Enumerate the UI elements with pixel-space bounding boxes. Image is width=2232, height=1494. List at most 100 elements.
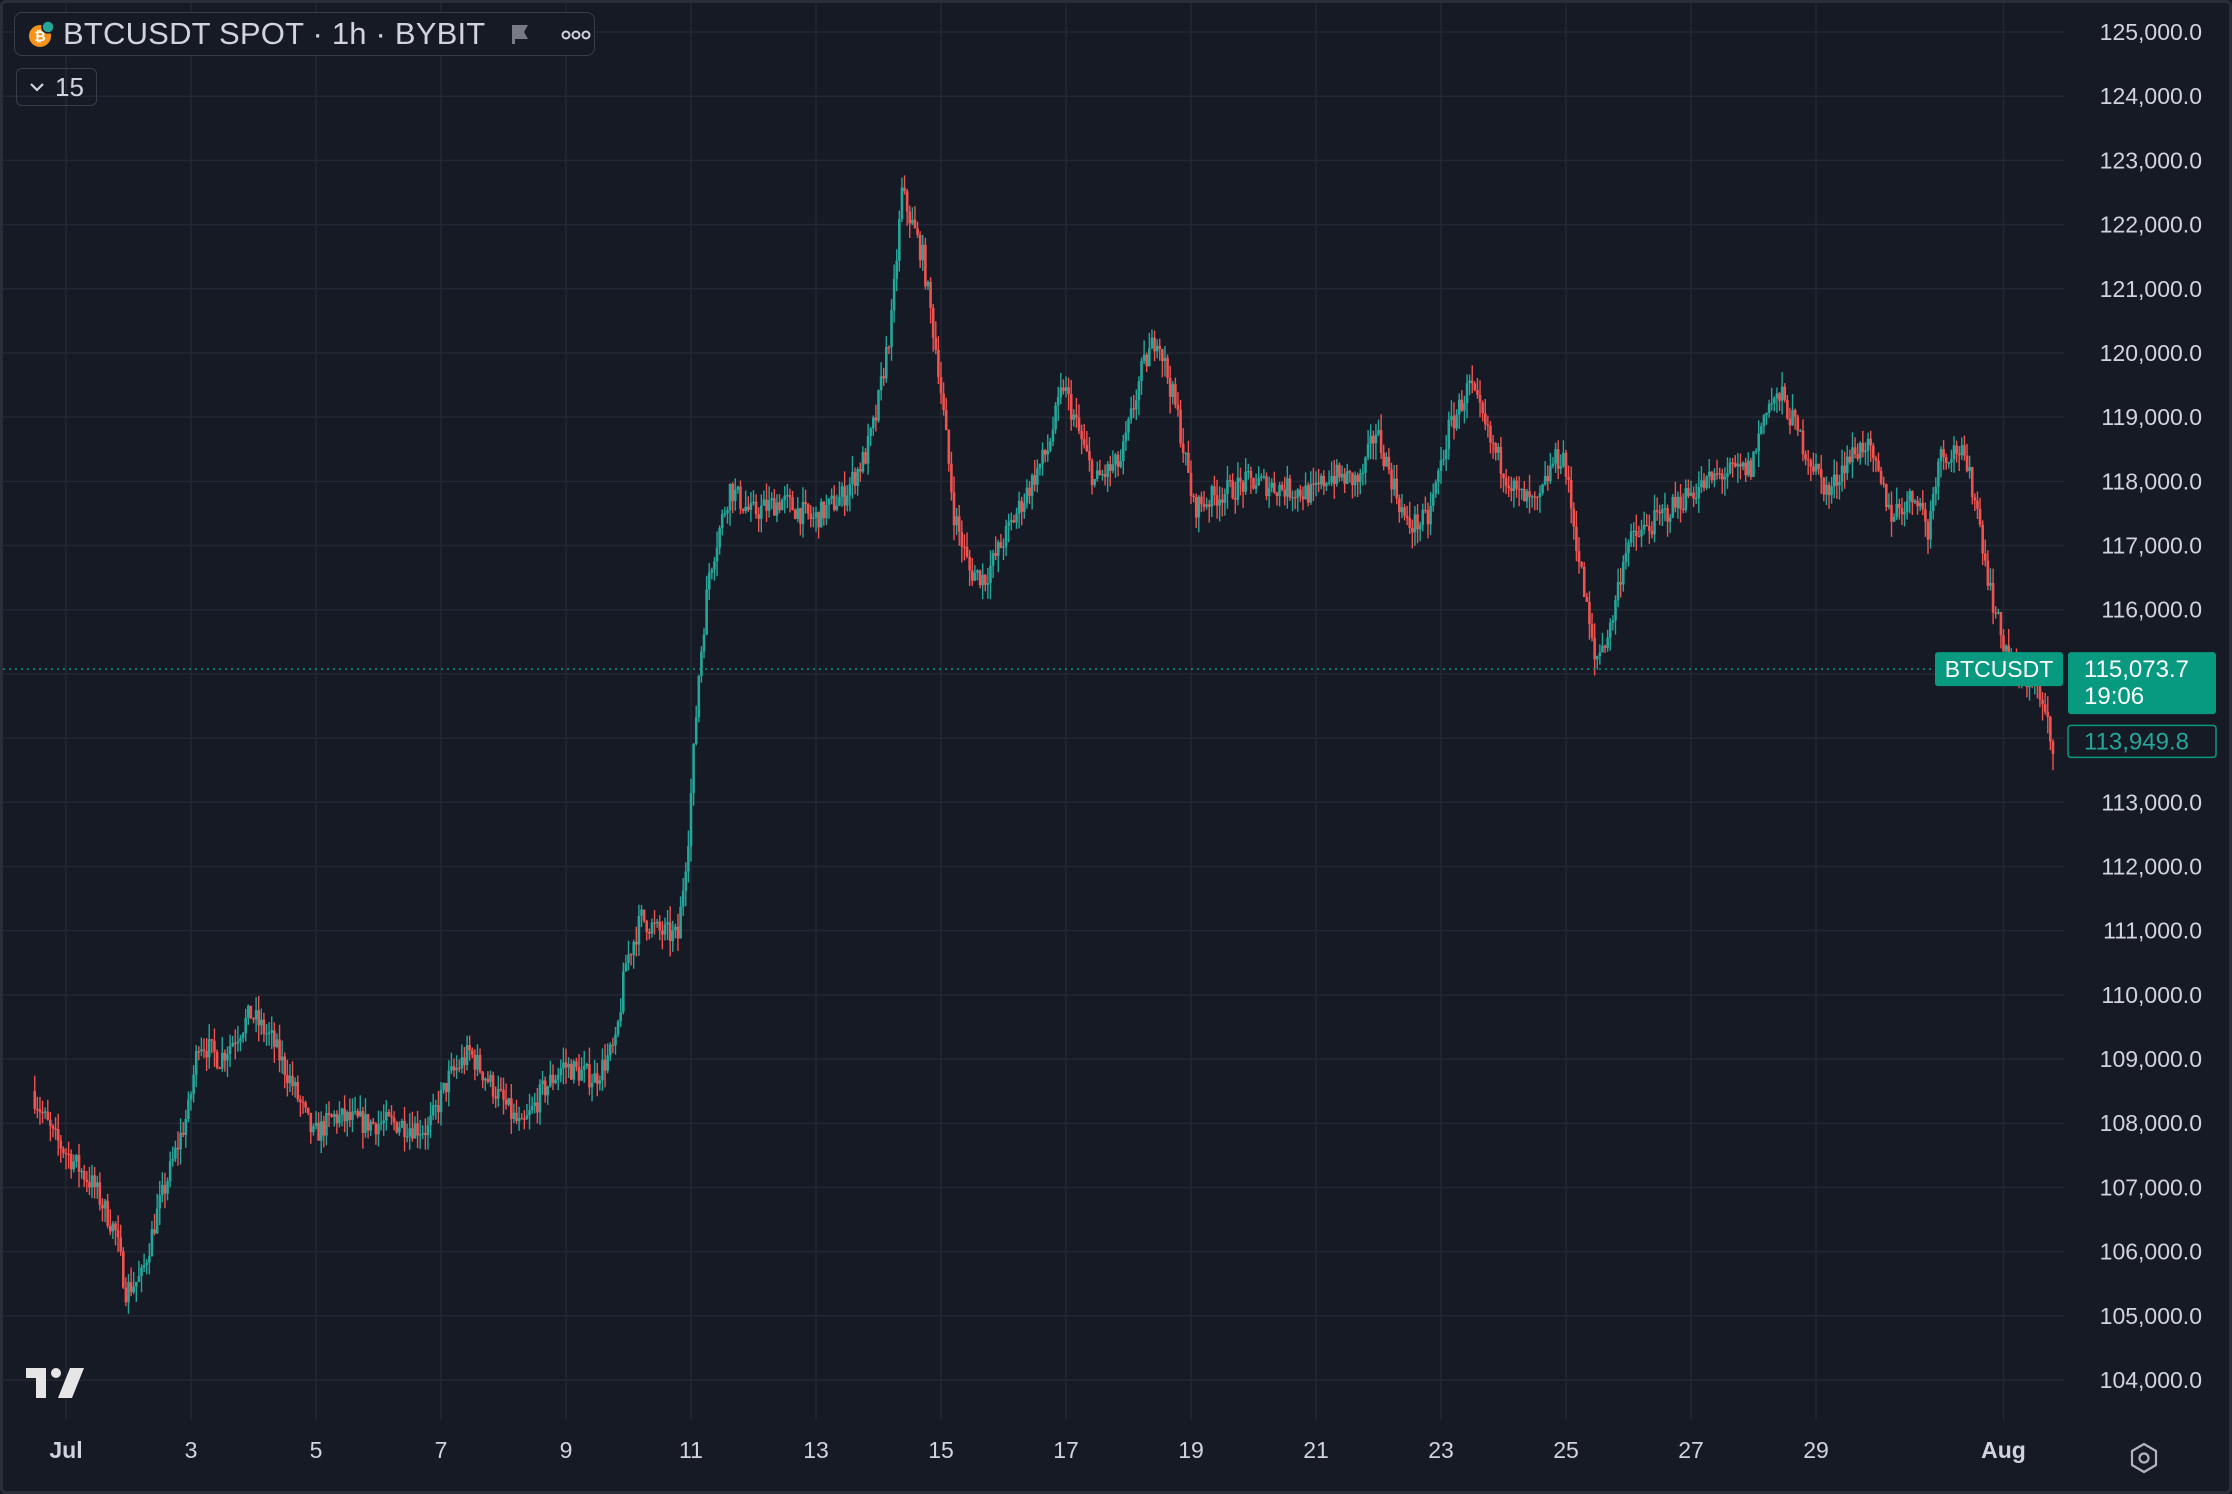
candle-body (1137, 381, 1141, 401)
candle-body (1056, 397, 1060, 406)
candle-body (176, 1147, 180, 1150)
candle-body (1965, 455, 1969, 472)
candle-body (978, 570, 982, 586)
candle-body (973, 572, 977, 581)
candle-body (187, 1099, 190, 1120)
candle-body (559, 1068, 563, 1076)
candle-body (1015, 513, 1018, 523)
candle-body (1627, 542, 1630, 554)
candle-body (366, 1114, 370, 1131)
candle-body (1551, 463, 1555, 466)
candle-body (239, 1038, 242, 1042)
candle-body (1043, 449, 1047, 455)
candle-body (137, 1276, 141, 1282)
candle-body (593, 1073, 596, 1083)
candle-body (791, 497, 794, 511)
candle-body (1832, 474, 1836, 487)
candle-body (635, 941, 638, 945)
symbol-legend[interactable]: ₿ BTCUSDT SPOT · 1h · BYBIT (14, 12, 595, 56)
candle-body (1621, 561, 1625, 585)
candle-body (1142, 354, 1146, 362)
candle-body (1194, 496, 1198, 518)
candle-body (150, 1229, 154, 1257)
y-tick-label: 120,000.0 (2100, 340, 2202, 366)
candle-body (1494, 443, 1497, 453)
more-dots-icon[interactable] (561, 23, 591, 46)
candle-body (1153, 337, 1156, 352)
settings-icon[interactable] (2128, 1442, 2160, 1479)
candle-body (814, 512, 818, 518)
time-axis[interactable]: Jul 3 5 7 9 11 13 15 17 19 21 23 25 27 29 Aug (49, 1437, 2025, 1463)
candle-body (442, 1083, 445, 1090)
candle-body (968, 556, 971, 571)
candle-body (564, 1062, 568, 1068)
tradingview-logo[interactable] (26, 1366, 88, 1405)
candle-body (1231, 480, 1234, 499)
candle-body (1861, 442, 1865, 453)
candle-body (1950, 459, 1953, 463)
candle-body (1030, 475, 1034, 496)
candle-body (95, 1182, 99, 1188)
flag-icon[interactable] (509, 23, 531, 45)
candle-body (1957, 453, 1961, 456)
candle-body (476, 1055, 479, 1070)
candle-body (49, 1119, 52, 1126)
candle-body (819, 501, 823, 528)
candle-body (653, 922, 656, 924)
candle-body (871, 417, 875, 429)
candle-body (1382, 452, 1386, 467)
candle-body (976, 570, 979, 573)
candle-body (1408, 517, 1412, 528)
candle-body (1629, 531, 1633, 543)
candle-body (874, 417, 878, 421)
candle-body (840, 486, 844, 497)
candle-body (80, 1171, 83, 1173)
indicators-toggle[interactable]: 15 (16, 68, 97, 106)
candle-body (1267, 487, 1271, 497)
candle-body (1012, 520, 1016, 523)
candle-body (158, 1195, 162, 1209)
candle-body (119, 1237, 122, 1252)
candle-body (510, 1098, 513, 1119)
candle-body (1973, 497, 1977, 501)
candle-body (444, 1083, 448, 1093)
candle-body (1069, 394, 1073, 420)
candle-body (1064, 387, 1068, 392)
candle-body (325, 1112, 328, 1136)
candle-body (455, 1067, 458, 1071)
candle-body (1499, 447, 1503, 474)
candle-body (1765, 412, 1768, 416)
candle-body (541, 1080, 544, 1085)
candle-body (825, 504, 828, 519)
candle-body (1825, 484, 1828, 495)
candle-body (905, 191, 909, 212)
candle-body (184, 1119, 188, 1135)
candle-body (1840, 465, 1844, 482)
candle-body (614, 1034, 617, 1046)
candle-body (916, 228, 919, 235)
candle-body (1371, 435, 1375, 444)
candle-body (1489, 425, 1492, 443)
candle-body (1379, 429, 1383, 453)
candle-body (1989, 583, 1992, 586)
candle-body (2046, 711, 2050, 717)
candle-body (299, 1099, 302, 1102)
candle-body (1887, 504, 1891, 508)
candle-body (1804, 454, 1807, 460)
candle-body (1713, 473, 1716, 481)
candle-body (858, 469, 862, 472)
price-axis[interactable]: 104,000.0 105,000.0 106,000.0 107,000.0 108,… (2100, 19, 2202, 1393)
candle-body (1890, 504, 1893, 522)
candle-body (991, 552, 995, 566)
candle-body (989, 565, 992, 583)
y-tick-label: 116,000.0 (2101, 597, 2202, 623)
candle-body (1338, 464, 1341, 478)
candle-body (681, 890, 685, 907)
candle-body (470, 1050, 474, 1055)
candle-body (585, 1064, 589, 1067)
candle-body (1158, 345, 1162, 349)
candle-body (1098, 470, 1102, 476)
candle-body (866, 435, 870, 464)
candle-body (700, 651, 703, 677)
